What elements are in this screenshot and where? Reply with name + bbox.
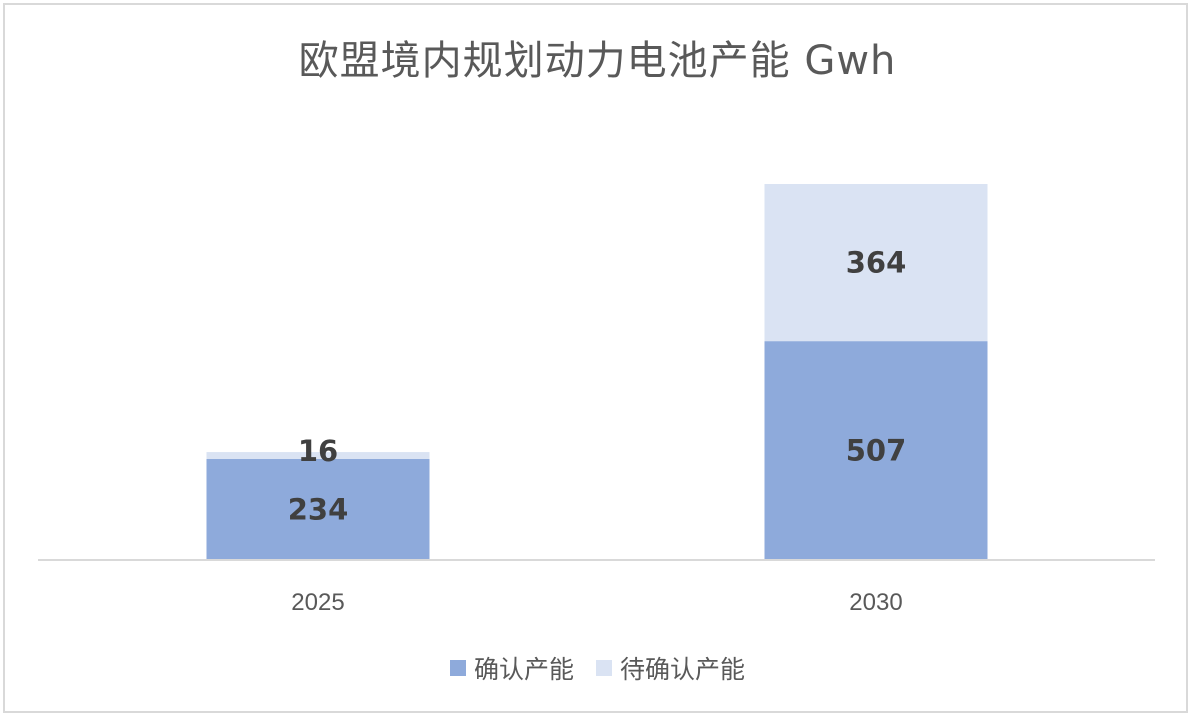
bars-layer <box>206 184 988 560</box>
data-label-2025-series-0: 234 <box>288 492 349 526</box>
legend-label-pending: 待确认产能 <box>620 655 746 684</box>
data-label-2030-series-1: 364 <box>846 246 907 280</box>
legend-swatch-confirmed <box>449 660 466 676</box>
chart-frame <box>3 3 1188 713</box>
x-tick-label-2030: 2030 <box>849 589 902 616</box>
legend: 确认产能 待确认产能 <box>0 650 1195 686</box>
labels-layer: 234 16 2025 507 364 2030 <box>288 246 907 616</box>
chart-title: 欧盟境内规划动力电池产能 Gwh <box>298 38 897 84</box>
bar-2030-series-0 <box>764 341 988 560</box>
data-label-2025-series-1: 16 <box>298 434 338 468</box>
bar-2025-series-0 <box>206 458 430 560</box>
legend-label-confirmed: 确认产能 <box>473 655 574 684</box>
bar-2025-series-1 <box>206 452 430 459</box>
x-tick-label-2025: 2025 <box>291 589 344 616</box>
legend-item-confirmed: 确认产能 <box>449 650 574 686</box>
data-label-2030-series-0: 507 <box>846 434 907 468</box>
bar-2030-series-1 <box>764 184 988 342</box>
legend-swatch-pending <box>596 660 612 676</box>
legend-item-pending: 待确认产能 <box>596 650 745 686</box>
